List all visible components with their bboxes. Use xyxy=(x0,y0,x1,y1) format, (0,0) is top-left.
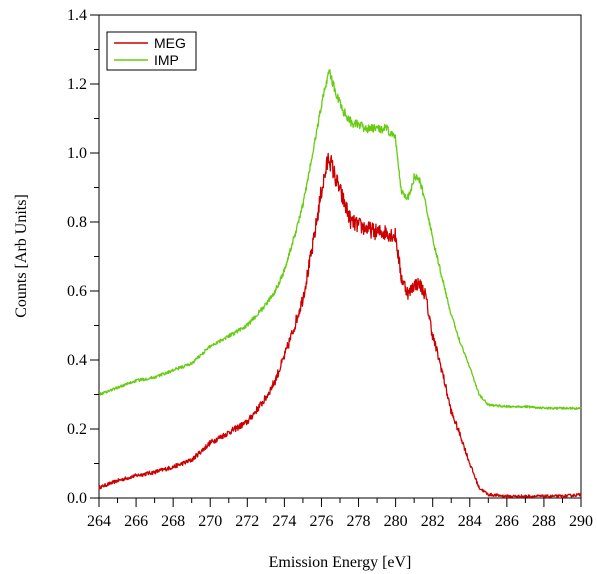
x-tick-label-270: 270 xyxy=(198,513,222,530)
y-axis-title: Counts [Arb Units] xyxy=(13,194,30,318)
x-tick-label-288: 288 xyxy=(532,513,556,530)
legend: MEG IMP xyxy=(106,31,197,71)
x-tick-label-276: 276 xyxy=(309,513,333,530)
x-tick-label-268: 268 xyxy=(161,513,185,530)
series-layer xyxy=(98,69,582,499)
y-tick-label-1.4: 1.4 xyxy=(67,7,87,24)
y-tick-label-1.0: 1.0 xyxy=(67,145,87,162)
x-tick-label-286: 286 xyxy=(495,513,519,530)
x-tick-label-282: 282 xyxy=(421,513,445,530)
x-tick-label-266: 266 xyxy=(124,513,148,530)
y-tick-label-0.0: 0.0 xyxy=(67,490,87,507)
legend-label-imp: IMP xyxy=(154,52,179,68)
y-tick-label-0.8: 0.8 xyxy=(67,214,87,231)
x-tick-label-278: 278 xyxy=(347,513,371,530)
plot-area xyxy=(98,14,582,499)
axis-layer: 264 266 268 270 272 274 276 278 280 282 284 286 288 2… xyxy=(67,7,593,530)
y-tick-label-0.4: 0.4 xyxy=(67,352,87,369)
y-tick-label-1.2: 1.2 xyxy=(67,76,87,93)
series-line-imp xyxy=(98,69,582,410)
x-axis-title: Emission Energy [eV] xyxy=(269,554,412,571)
x-tick-label-284: 284 xyxy=(458,513,482,530)
x-tick-label-290: 290 xyxy=(569,513,593,530)
y-tick-label-0.6: 0.6 xyxy=(67,283,87,300)
series-line-meg xyxy=(98,152,582,499)
legend-box xyxy=(106,31,197,71)
y-tick-label-0.2: 0.2 xyxy=(67,421,87,438)
x-tick-label-280: 280 xyxy=(384,513,408,530)
legend-label-meg: MEG xyxy=(154,35,186,51)
x-tick-label-272: 272 xyxy=(235,513,259,530)
x-tick-label-274: 274 xyxy=(272,513,296,530)
x-tick-label-264: 264 xyxy=(87,513,111,530)
